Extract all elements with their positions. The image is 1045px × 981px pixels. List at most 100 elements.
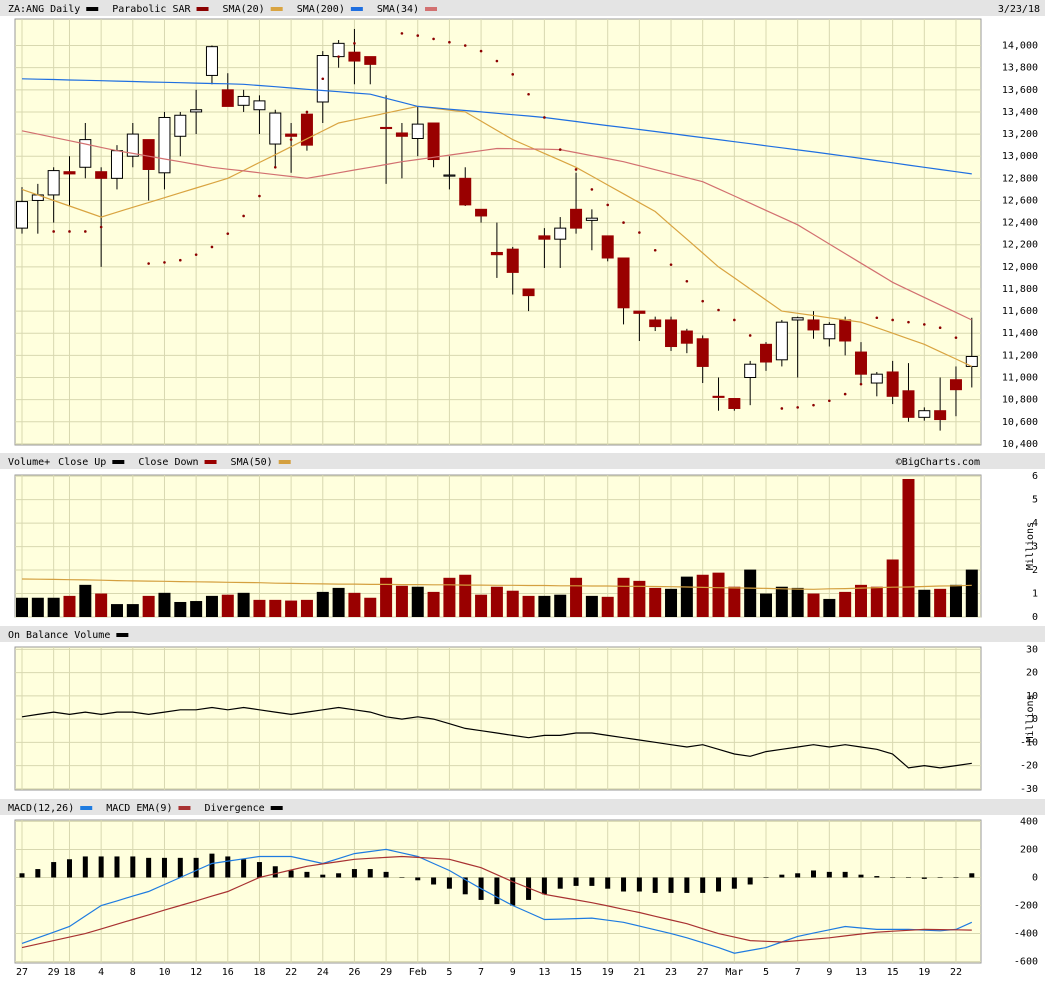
bar <box>174 601 187 617</box>
y-tick-label: 3 <box>1032 542 1038 553</box>
bar <box>953 877 959 878</box>
candle-body <box>949 379 962 391</box>
x-tick-label: 22 <box>285 967 297 978</box>
bar <box>570 577 583 617</box>
candle-body <box>870 373 883 384</box>
panel-header <box>0 0 1045 16</box>
y-axis-label: Millions <box>1025 694 1036 742</box>
bar <box>351 869 357 878</box>
sar-dot <box>859 382 863 386</box>
bar <box>348 592 361 617</box>
bar <box>209 853 215 878</box>
sar-dot <box>99 225 103 229</box>
y-tick-label: 0 <box>1032 612 1038 623</box>
bar <box>146 857 152 878</box>
legend-label: ZA:ANG Daily <box>8 4 80 15</box>
bar <box>905 877 911 878</box>
sar-dot <box>479 49 483 53</box>
legend-label: Close Down <box>138 457 198 468</box>
y-tick-label: 13,600 <box>1002 85 1038 96</box>
y-tick-label: 11,800 <box>1002 284 1038 295</box>
bar <box>934 588 947 617</box>
plot-area <box>14 646 982 791</box>
candle-body <box>63 171 76 175</box>
bar <box>383 871 389 878</box>
bar <box>332 587 345 617</box>
sar-dot <box>638 231 641 234</box>
bar <box>731 877 737 889</box>
y-tick-label: 6 <box>1032 471 1038 482</box>
candle-body <box>348 51 361 62</box>
bar <box>538 595 551 617</box>
bar <box>716 877 722 892</box>
bar <box>680 576 693 617</box>
bar <box>842 871 848 878</box>
candle-body <box>364 56 377 65</box>
bar <box>431 877 437 885</box>
candle-body <box>380 126 393 130</box>
bar <box>256 862 262 878</box>
bar <box>807 593 820 617</box>
candle-body <box>807 319 820 331</box>
bar <box>969 873 975 878</box>
bar <box>98 856 104 878</box>
bar <box>364 597 377 617</box>
candle-body <box>237 95 250 106</box>
sar-dot <box>305 110 309 114</box>
bar <box>205 595 218 617</box>
candle-body <box>158 116 171 174</box>
bar <box>890 877 896 878</box>
candle-body <box>506 248 519 273</box>
bar <box>775 586 788 617</box>
legend-label: MACD EMA(9) <box>106 803 172 814</box>
candle-body <box>570 208 583 229</box>
sar-dot <box>717 308 720 312</box>
y-tick-label: 12,600 <box>1002 195 1038 206</box>
sar-dot <box>954 336 958 339</box>
sar-dot <box>448 40 451 44</box>
sar-dot <box>147 262 150 265</box>
sar-dot <box>68 230 71 233</box>
sar-dot <box>432 37 435 41</box>
bar <box>921 877 927 879</box>
y-tick-label: 14,000 <box>1002 41 1038 52</box>
x-tick-label: 15 <box>570 967 582 978</box>
candle-body <box>680 330 693 344</box>
x-tick-label: 18 <box>63 967 75 978</box>
sar-dot <box>907 320 910 324</box>
bar <box>475 594 488 617</box>
x-tick-label: 8 <box>130 967 136 978</box>
bar <box>795 873 801 878</box>
y-tick-label: 13,200 <box>1002 129 1038 140</box>
bar <box>82 856 88 878</box>
sar-dot <box>289 138 293 141</box>
sar-dot <box>653 248 657 252</box>
candle-body <box>538 235 551 240</box>
candle-body <box>633 310 646 314</box>
y-tick-label: -20 <box>1020 761 1038 772</box>
bar <box>269 599 282 617</box>
bar <box>712 572 725 617</box>
candle-body <box>79 139 92 168</box>
sar-dot <box>353 42 356 45</box>
bar <box>949 584 962 617</box>
bar <box>605 877 611 889</box>
candle-body <box>47 170 60 196</box>
y-tick-label: 200 <box>1020 844 1038 855</box>
bar <box>126 604 139 617</box>
sar-dot <box>606 203 610 207</box>
x-tick-label: 9 <box>510 967 516 978</box>
legend-label: On Balance Volume <box>8 630 110 641</box>
bar <box>858 874 864 878</box>
candle-body <box>934 410 947 421</box>
sar-dot <box>321 77 325 81</box>
bar <box>158 592 171 617</box>
x-tick-label: 10 <box>158 967 170 978</box>
y-tick-label: -200 <box>1014 901 1038 912</box>
candle-body <box>760 343 773 363</box>
bar <box>241 859 247 878</box>
y-tick-label: 30 <box>1026 644 1038 655</box>
y-tick-label: 2 <box>1032 565 1038 576</box>
series-line <box>21 105 973 367</box>
bar <box>16 597 28 617</box>
